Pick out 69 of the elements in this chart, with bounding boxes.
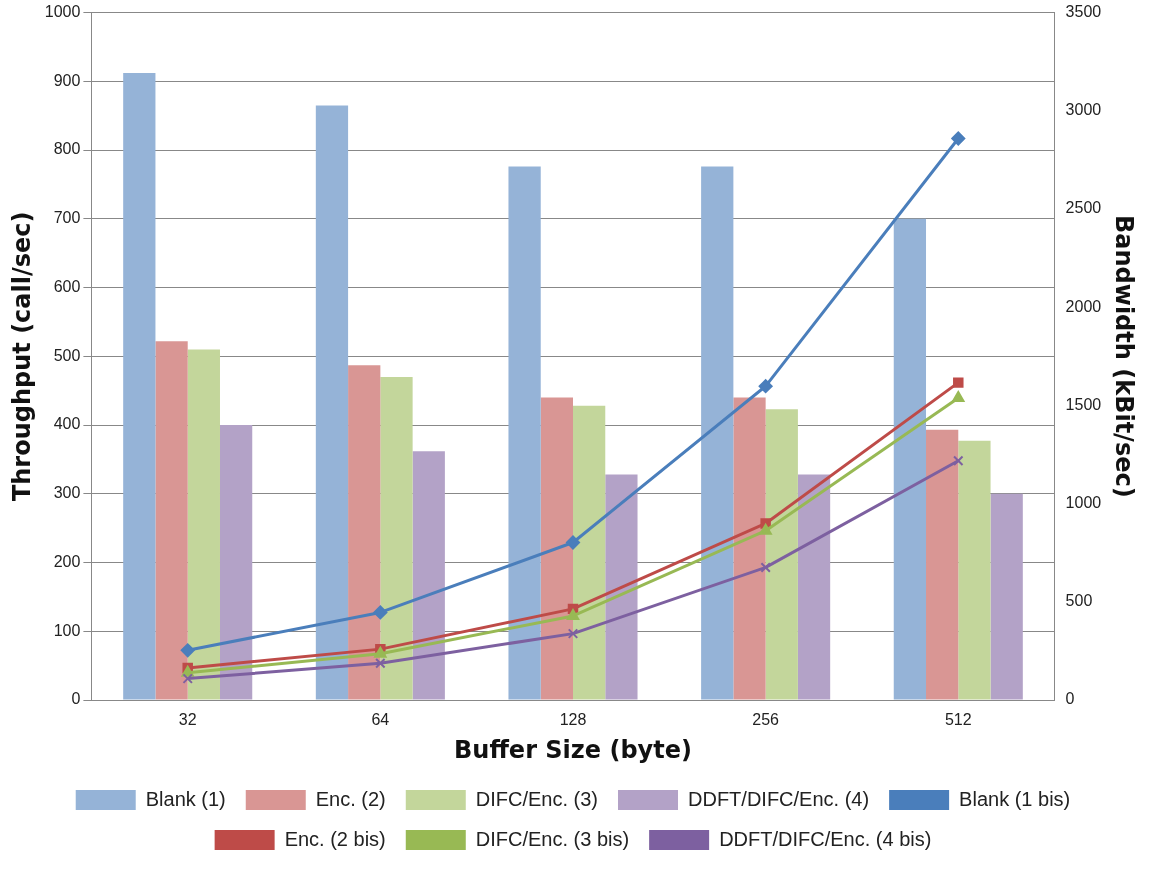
point	[759, 523, 772, 535]
bar	[733, 397, 766, 700]
bar	[701, 166, 734, 700]
y2-axis-title: Bandwidth (kBit/sec)	[1110, 214, 1139, 498]
y2-tick-label: 500	[1065, 592, 1093, 610]
x-tick-label: 32	[178, 711, 197, 729]
legend-label: Enc. (2)	[315, 787, 386, 810]
y2-tick-label: 0	[1065, 690, 1075, 708]
point	[566, 535, 580, 550]
bar	[348, 365, 381, 700]
x-axis-title: Buffer Size (byte)	[454, 735, 692, 764]
y2-tick-label: 3000	[1065, 101, 1102, 119]
bar	[219, 425, 253, 700]
y-tick-label: 900	[53, 71, 81, 89]
point	[566, 608, 580, 620]
bar	[315, 105, 349, 700]
bar	[765, 409, 798, 700]
bar	[540, 397, 573, 700]
y-axis-title: Throughput (call/sec)	[7, 211, 36, 502]
legend-label: DIFC/Enc. (3)	[475, 787, 599, 810]
y-tick-label: 0	[71, 690, 81, 708]
y-tick-label: 100	[53, 621, 81, 639]
bar	[187, 349, 220, 700]
y-tick-label: 1000	[44, 3, 81, 21]
legend-label: Enc. (2 bis)	[284, 827, 386, 850]
point	[952, 390, 965, 402]
bar	[926, 429, 959, 700]
bar	[155, 341, 188, 700]
bar	[412, 451, 445, 700]
bar	[573, 405, 606, 700]
legend-label: Blank (1 bis)	[959, 787, 1071, 810]
x-tick-label: 256	[752, 711, 780, 729]
bar	[605, 474, 638, 700]
legend-label: DDFT/DIFC/Enc. (4)	[688, 787, 870, 810]
bar	[893, 218, 927, 700]
point	[951, 131, 966, 146]
y-tick-label: 400	[53, 415, 81, 433]
y-tick-label: 800	[53, 140, 81, 158]
bar	[958, 440, 991, 700]
bar	[123, 73, 156, 700]
bar	[508, 166, 541, 700]
legend-label: DIFC/Enc. (3 bis)	[475, 827, 630, 850]
y-tick-label: 500	[53, 346, 81, 364]
point	[953, 377, 964, 388]
y-tick-label: 700	[53, 209, 81, 227]
point	[373, 605, 388, 620]
bar	[990, 493, 1023, 700]
bar	[380, 376, 413, 700]
y2-tick-label: 2500	[1065, 199, 1102, 217]
y-tick-label: 200	[53, 552, 81, 570]
x-tick-label: 128	[559, 711, 587, 729]
x-tick-label: 512	[944, 711, 972, 729]
legend-label: Blank (1)	[145, 787, 226, 810]
x-tick-label: 64	[371, 711, 390, 729]
point	[760, 562, 771, 573]
y-tick-label: 600	[53, 277, 81, 295]
bar	[797, 474, 831, 700]
point	[953, 455, 964, 467]
y2-tick-label: 1000	[1065, 494, 1102, 512]
point	[758, 379, 773, 394]
point	[375, 658, 386, 669]
y-tick-label: 300	[53, 484, 81, 502]
y2-tick-label: 1500	[1065, 395, 1102, 413]
y2-tick-label: 2000	[1065, 297, 1102, 315]
legend-label: DDFT/DIFC/Enc. (4 bis)	[719, 827, 932, 850]
y2-tick-label: 3500	[1065, 3, 1102, 21]
point	[182, 673, 193, 684]
point	[567, 628, 579, 639]
point	[180, 643, 195, 658]
